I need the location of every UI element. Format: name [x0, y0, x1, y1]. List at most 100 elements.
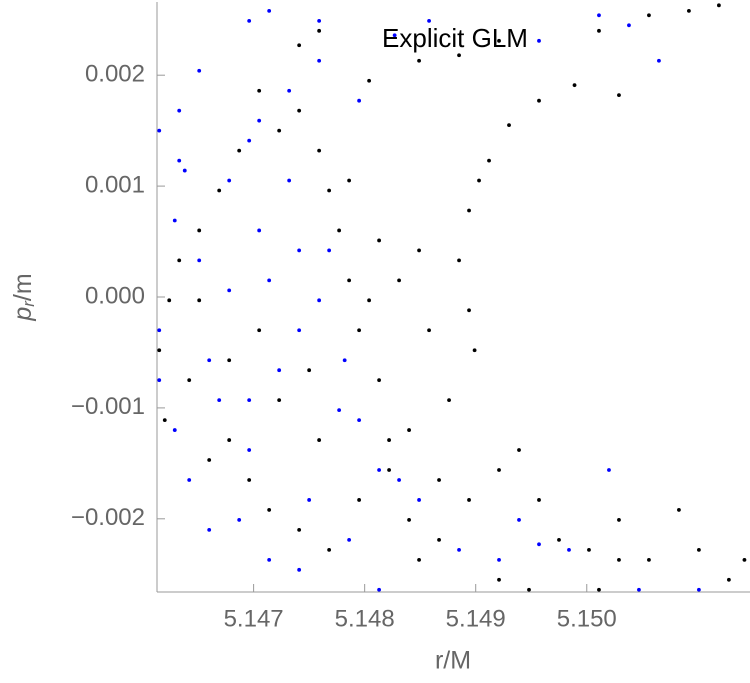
point [397, 278, 401, 283]
point [227, 178, 232, 183]
point [287, 178, 292, 183]
point [477, 178, 481, 183]
point [347, 537, 352, 542]
point [407, 428, 411, 432]
chart-title: Explicit GLM [382, 23, 528, 53]
point [267, 278, 272, 283]
point [197, 258, 202, 263]
point [697, 547, 701, 552]
point [317, 298, 322, 303]
point [217, 398, 222, 403]
x-tick-label: 5.149 [446, 605, 506, 632]
point [417, 557, 421, 562]
point [742, 557, 747, 562]
point [357, 98, 362, 103]
point [347, 178, 352, 183]
point [727, 577, 731, 582]
point [697, 587, 701, 592]
point [297, 328, 302, 333]
point [357, 418, 362, 423]
point [597, 28, 601, 33]
point [657, 58, 661, 63]
point [342, 358, 347, 363]
point [237, 148, 242, 153]
point [397, 478, 401, 482]
point [377, 587, 381, 592]
point [467, 308, 471, 313]
point [267, 8, 272, 13]
point [367, 78, 372, 83]
x-axis-label: r/M [435, 647, 471, 675]
point [207, 358, 212, 363]
point [297, 43, 302, 48]
point [327, 248, 332, 253]
point [267, 508, 272, 512]
point [297, 527, 302, 532]
point [197, 298, 202, 303]
y-tick-label: 0.000 [85, 282, 145, 309]
point [197, 68, 202, 73]
y-tick-label: −0.002 [71, 504, 145, 531]
point [377, 468, 381, 472]
point [557, 537, 561, 542]
point [207, 527, 212, 532]
point [307, 368, 312, 373]
point [357, 498, 362, 502]
plot-area [157, 3, 747, 592]
point [497, 38, 501, 43]
x-tick-label: 5.148 [335, 605, 395, 632]
point [177, 108, 182, 113]
point [427, 328, 431, 333]
point [387, 438, 391, 442]
point [247, 138, 252, 143]
y-axis-label: pr/m [9, 273, 39, 321]
point [517, 518, 521, 522]
point [247, 398, 252, 403]
point [172, 218, 177, 223]
point [227, 438, 232, 442]
point [327, 547, 332, 552]
y-tick-label: 0.002 [85, 61, 145, 88]
point [337, 228, 342, 233]
point [637, 587, 641, 592]
x-tick-label: 5.150 [557, 605, 617, 632]
point [677, 508, 681, 512]
point [617, 557, 621, 562]
point [377, 238, 381, 243]
point [527, 587, 531, 592]
point [597, 13, 601, 18]
point [172, 428, 177, 432]
point [187, 478, 192, 482]
point [572, 83, 577, 88]
point [467, 208, 471, 213]
point [587, 547, 591, 552]
point [717, 3, 721, 8]
point [687, 8, 691, 13]
point [277, 368, 282, 373]
point [437, 537, 441, 542]
point [317, 58, 322, 63]
point [317, 28, 322, 33]
y-tick-label: −0.001 [71, 393, 145, 420]
point [297, 248, 302, 253]
y-label-sub: r [19, 300, 38, 307]
point [537, 98, 541, 103]
point [457, 547, 461, 552]
point [537, 542, 541, 547]
point [497, 577, 501, 582]
point [627, 23, 631, 28]
point [227, 358, 232, 363]
point [277, 398, 282, 403]
point [197, 228, 202, 233]
point [497, 468, 501, 472]
point [257, 328, 262, 333]
point [497, 557, 501, 562]
point [297, 567, 302, 572]
point [157, 348, 162, 353]
point [617, 518, 621, 522]
point [457, 53, 461, 58]
point [417, 248, 421, 253]
point [517, 448, 521, 452]
